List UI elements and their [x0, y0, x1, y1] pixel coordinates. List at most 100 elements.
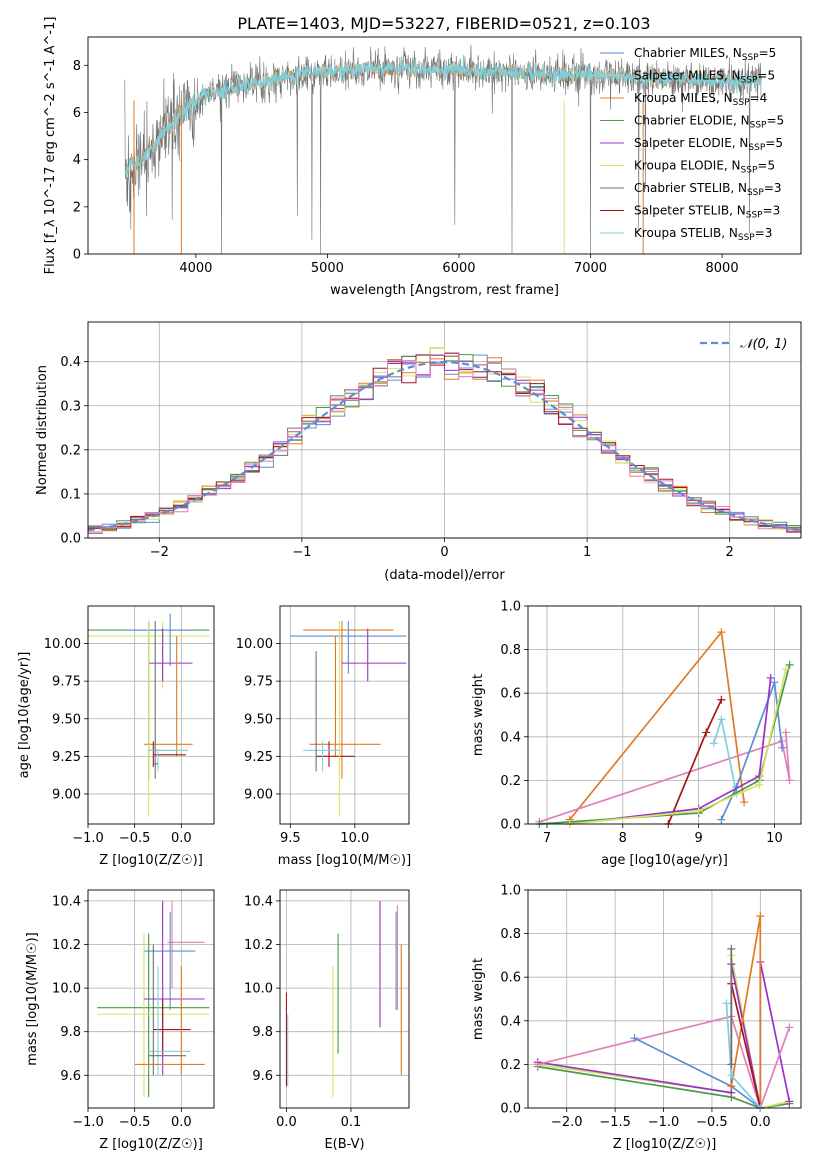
series-marker: [781, 665, 790, 674]
x-tick-label: −0.5: [119, 1115, 151, 1130]
residual-histogram-panel: −2 −1 0 1 2 0.0 0.1 0.2 0.3 0.4 (data-model)/error…: [35, 321, 802, 583]
x-axis-label: Z [log10(Z/Z☉)]: [99, 853, 203, 868]
x-tick-label: −2: [150, 545, 169, 560]
axes-frame: [279, 889, 410, 1109]
series-line: [712, 716, 738, 794]
legend-label: Chabrier MILES, NSSP=5: [634, 46, 776, 63]
spectrum-legend: Chabrier MILES, NSSP=5 Salpeter MILES, NS…: [600, 46, 784, 243]
series-marker: [740, 798, 749, 807]
y-tick-label: 9.75: [244, 675, 273, 690]
y-tick-label: 0.2: [60, 443, 81, 458]
x-tick-label: 10.0: [340, 831, 369, 846]
series-marker: [533, 1060, 542, 1069]
y-tick-label: 0.8: [500, 643, 521, 658]
axes-frame: [527, 605, 802, 825]
series-marker: [727, 1060, 736, 1069]
mass-weight-vs-age-panel: 7 8 9 10 0.0 0.2 0.4 0.6 0.8 1.0 age [log10(age/yr…: [471, 600, 802, 868]
series-marker: [785, 776, 794, 785]
series-marker: [756, 912, 765, 921]
y-tick-label: 10.2: [244, 938, 273, 953]
observed-spectrum: [124, 44, 762, 254]
x-tick-label: 1: [583, 545, 591, 560]
x-tick-label: 0.0: [750, 1115, 771, 1130]
y-tick-label: 9.6: [252, 1069, 273, 1084]
series-marker: [785, 660, 794, 669]
spectrum-lines: [124, 44, 762, 254]
x-axis-label: wavelength [Angstrom, rest frame]: [330, 283, 559, 298]
series-line: [720, 682, 783, 820]
mass-vs-metallicity-panel: −1.0 −0.5 0.0 9.6 9.8 10.0 10.2 10.4 Z [log10(Z/…: [25, 889, 215, 1152]
y-tick-label: 10.4: [52, 894, 81, 909]
x-tick-label: −1.0: [72, 831, 104, 846]
x-tick-label: 7: [543, 831, 551, 846]
series-line: [569, 669, 787, 825]
series-marker: [781, 728, 790, 737]
legend-label: Chabrier STELIB, NSSP=3: [634, 181, 782, 198]
series-marker: [717, 695, 726, 704]
y-axis-label: Flux [f_λ 10^-17 erg cm^-2 s^-1 A^-1]: [43, 17, 58, 275]
x-tick-label: 0: [440, 545, 448, 560]
y-tick-label: 10.2: [52, 938, 81, 953]
y-tick-label: 9.75: [52, 675, 81, 690]
axes-frame: [527, 889, 802, 1109]
y-tick-label: 0.0: [500, 818, 521, 833]
series-marker: [785, 1023, 794, 1032]
axes-frame: [279, 605, 410, 825]
y-tick-label: 10.00: [236, 637, 273, 652]
y-tick-label: 9.00: [244, 787, 273, 802]
histograms: [88, 347, 801, 535]
series-marker: [727, 944, 736, 953]
y-tick-label: 0.8: [500, 927, 521, 942]
model-spectrum-kroupa-stelib: [124, 54, 762, 175]
x-tick-label: 10: [766, 831, 783, 846]
y-tick-label: 9.8: [60, 1025, 81, 1040]
x-tick-label: 5000: [311, 261, 344, 276]
x-tick-label: 2: [726, 545, 734, 560]
y-axis-label: mass [log10(M/M☉)]: [25, 932, 40, 1065]
legend-label: Kroupa ELODIE, NSSP=5: [634, 159, 775, 176]
series-marker: [630, 1034, 639, 1043]
x-tick-label: −0.5: [119, 831, 151, 846]
y-tick-label: 9.25: [244, 750, 273, 765]
y-tick-label: 0.2: [500, 1058, 521, 1073]
y-tick-label: 0.1: [60, 487, 81, 502]
series-marker: [717, 628, 726, 637]
y-tick-label: 9.6: [60, 1069, 81, 1084]
y-tick-label: 2: [73, 200, 81, 215]
legend-label: 𝒩(0, 1): [740, 337, 787, 352]
series-line: [569, 677, 772, 825]
series-marker: [727, 1071, 736, 1080]
series-marker: [722, 999, 731, 1008]
series-marker: [702, 728, 711, 737]
x-tick-label: 9: [694, 831, 702, 846]
y-tick-label: 6: [73, 106, 81, 121]
y-tick-label: 9.25: [52, 750, 81, 765]
series-marker: [717, 815, 726, 824]
x-tick-label: 9.5: [280, 831, 301, 846]
x-tick-label: −1: [292, 545, 311, 560]
y-tick-label: 9.00: [52, 787, 81, 802]
legend-label: Kroupa STELIB, NSSP=3: [634, 226, 772, 243]
y-tick-label: 0.4: [60, 355, 81, 370]
x-axis-label: Z [log10(Z/Z☉)]: [613, 1137, 717, 1152]
y-tick-label: 10.00: [44, 637, 81, 652]
y-tick-label: 0.4: [500, 1014, 521, 1029]
series-marker: [717, 715, 726, 724]
y-tick-label: 10.0: [52, 982, 81, 997]
x-tick-label: −1.0: [648, 1115, 680, 1130]
series-marker: [709, 739, 718, 748]
x-tick-label: −2.0: [551, 1115, 583, 1130]
series-marker: [727, 1082, 736, 1091]
series-marker: [755, 780, 764, 789]
y-tick-label: 1.0: [500, 600, 521, 615]
y-tick-label: 4: [73, 153, 81, 168]
x-tick-label: 0.0: [171, 831, 192, 846]
y-tick-label: 0: [73, 248, 81, 263]
series-line: [539, 732, 791, 823]
y-axis-label: age [log10(age/yr)]: [17, 652, 32, 779]
y-tick-label: 9.50: [52, 712, 81, 727]
series-line: [730, 983, 762, 1109]
normal-curve: [88, 360, 801, 532]
series-marker: [766, 673, 775, 682]
series-marker: [694, 806, 703, 815]
